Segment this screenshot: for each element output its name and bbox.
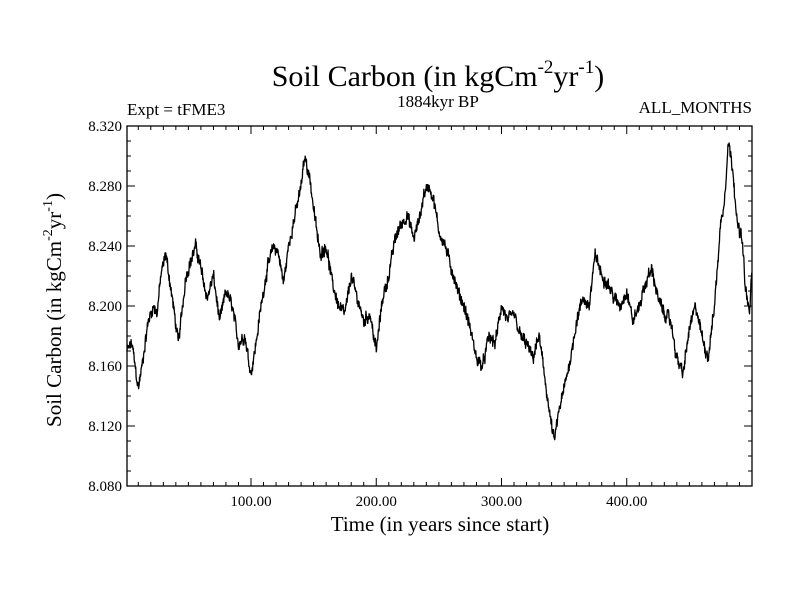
y-axis-label: Soil Carbon (in kgCm-2yr-1) [41,193,66,427]
y-tick-label: 8.280 [88,179,122,195]
chart-title-end: ) [594,60,604,93]
y-axis-label-sup2: -1 [41,200,56,212]
experiment-label: Expt = tFME3 [127,100,225,119]
chart-title-mid: yr [553,60,578,93]
x-axis-label: Time (in years since start) [331,512,550,536]
y-tick-label: 8.320 [88,119,122,135]
y-tick-label: 8.120 [88,419,122,435]
y-axis-label-mid: yr [42,212,66,230]
x-tick-label: 300.00 [481,494,522,510]
chart-title: Soil Carbon (in kgCm-2yr-1) [272,57,605,93]
y-tick-label: 8.080 [88,479,122,495]
period-label: 1884kyr BP [397,92,479,111]
y-axis-label-end: ) [42,193,66,200]
x-tick-label: 200.00 [356,494,397,510]
axis-ticks [127,125,753,487]
plot-frame [126,125,753,487]
y-axis-label-sup1: -2 [41,229,56,241]
chart-title-sup1: -2 [538,57,554,78]
y-tick-label: 8.200 [88,299,122,315]
months-label: ALL_MONTHS [639,98,752,117]
x-tick-label: 100.00 [230,494,271,510]
axis-tick-labels: 8.080 8.120 8.160 8.200 8.240 8.280 8.320 100.0… [88,119,647,510]
y-axis-label-main: Soil Carbon (in kgCm [42,241,66,427]
x-tick-label: 400.00 [606,494,647,510]
chart-title-sup2: -1 [578,57,594,78]
chart-title-main: Soil Carbon (in kgCm [272,60,538,93]
y-tick-label: 8.160 [88,359,122,375]
y-tick-label: 8.240 [88,239,122,255]
soil-carbon-series-line [126,142,753,441]
